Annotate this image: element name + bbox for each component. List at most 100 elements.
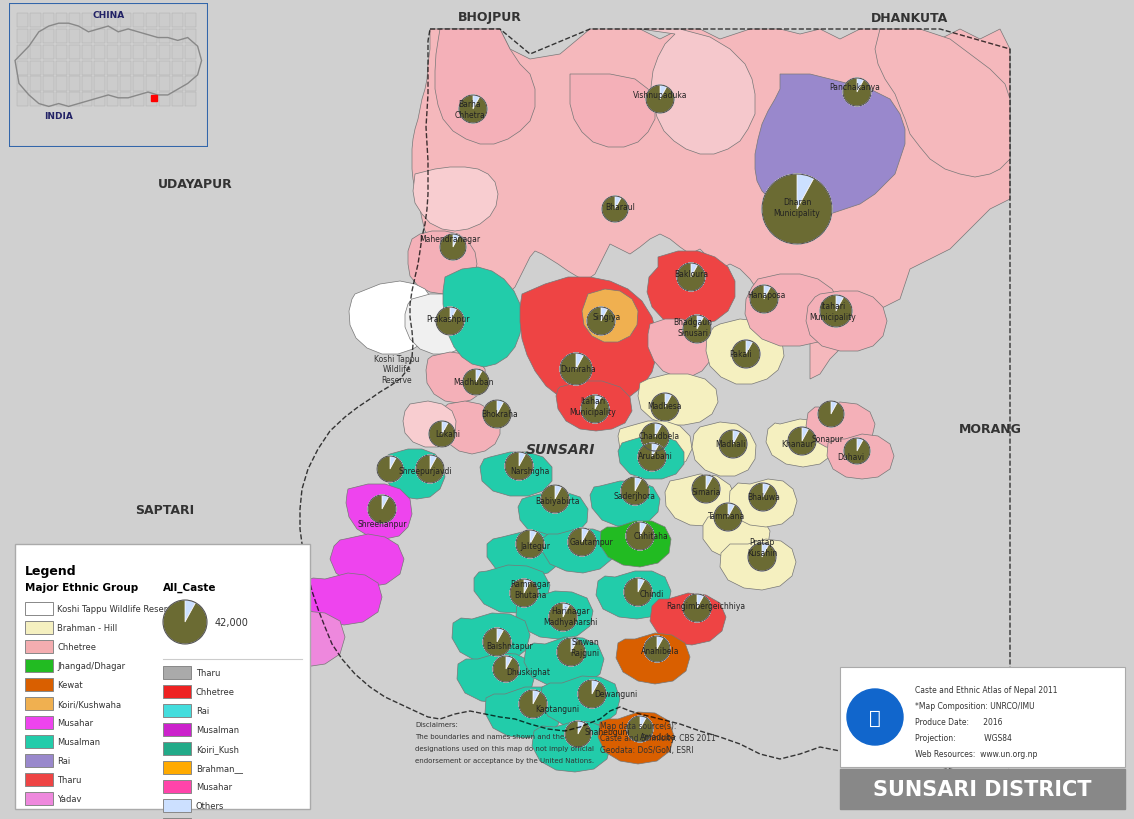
Text: Chhitaha: Chhitaha [634,532,668,541]
Wedge shape [557,638,585,666]
Wedge shape [549,604,577,631]
Wedge shape [683,315,711,344]
Wedge shape [483,400,510,428]
Polygon shape [82,93,93,107]
Wedge shape [683,315,711,344]
Wedge shape [843,79,871,106]
Wedge shape [510,579,538,607]
Text: Prakashpur: Prakashpur [426,315,469,324]
Wedge shape [429,422,455,447]
Wedge shape [510,579,538,607]
Wedge shape [549,604,577,631]
Wedge shape [416,455,445,483]
Wedge shape [646,86,674,114]
Wedge shape [683,595,711,622]
Wedge shape [646,86,674,114]
Wedge shape [519,690,547,718]
Wedge shape [483,400,511,428]
Wedge shape [788,428,816,455]
Wedge shape [163,600,208,645]
Wedge shape [788,428,816,455]
Wedge shape [483,628,511,656]
Wedge shape [565,721,591,747]
Wedge shape [733,341,760,369]
Polygon shape [94,30,105,44]
Polygon shape [827,434,894,479]
Wedge shape [638,443,666,472]
Circle shape [847,689,903,745]
Wedge shape [621,477,649,505]
Wedge shape [440,235,466,260]
Wedge shape [762,174,832,245]
Wedge shape [788,428,816,455]
Text: Saderjhora: Saderjhora [613,492,655,501]
Polygon shape [452,613,530,663]
Text: Legend: Legend [25,564,77,577]
Wedge shape [714,504,742,532]
Wedge shape [369,495,396,523]
Polygon shape [159,61,170,76]
Polygon shape [94,14,105,29]
Bar [163,742,191,755]
Wedge shape [627,716,653,742]
Wedge shape [692,475,720,504]
Wedge shape [762,174,832,245]
Polygon shape [648,319,712,378]
Polygon shape [616,633,689,684]
Wedge shape [677,264,705,292]
Wedge shape [651,393,679,422]
Polygon shape [330,534,404,587]
Wedge shape [750,483,777,511]
Text: Jhangad/Dhagar: Jhangad/Dhagar [57,662,125,671]
Bar [840,667,1125,767]
Wedge shape [163,600,208,645]
Wedge shape [483,628,511,656]
Polygon shape [108,14,118,29]
Polygon shape [403,401,456,447]
Wedge shape [750,286,778,314]
Wedge shape [644,636,670,663]
Text: Koiri_Kush: Koiri_Kush [196,744,239,753]
Wedge shape [429,422,455,447]
Wedge shape [581,396,609,423]
Polygon shape [172,14,183,29]
Polygon shape [745,274,840,346]
Polygon shape [384,450,445,500]
Wedge shape [440,235,466,260]
Wedge shape [369,495,396,523]
Wedge shape [578,680,606,708]
Polygon shape [598,713,674,764]
Wedge shape [818,401,844,428]
Wedge shape [820,296,852,328]
Wedge shape [641,423,669,451]
Wedge shape [646,86,674,114]
Wedge shape [557,638,585,666]
Wedge shape [568,528,596,556]
Polygon shape [120,14,132,29]
Wedge shape [621,477,649,505]
Bar [163,799,191,812]
Wedge shape [762,174,832,245]
Wedge shape [627,716,653,742]
Wedge shape [638,443,666,472]
Bar [840,769,1125,809]
Wedge shape [541,486,569,514]
Text: Narshigha: Narshigha [510,467,550,476]
Wedge shape [626,523,654,550]
Wedge shape [429,422,455,447]
Wedge shape [505,452,533,481]
Wedge shape [565,721,591,747]
Wedge shape [429,422,455,447]
Wedge shape [843,79,871,106]
Polygon shape [146,30,156,44]
Polygon shape [120,77,132,92]
Wedge shape [644,636,670,663]
Wedge shape [641,423,669,451]
Wedge shape [683,595,711,622]
Text: Panchakanya: Panchakanya [830,84,880,93]
Wedge shape [493,656,518,682]
Wedge shape [646,86,674,114]
Bar [15,545,310,809]
Text: Rai: Rai [57,757,70,766]
Wedge shape [519,690,547,718]
